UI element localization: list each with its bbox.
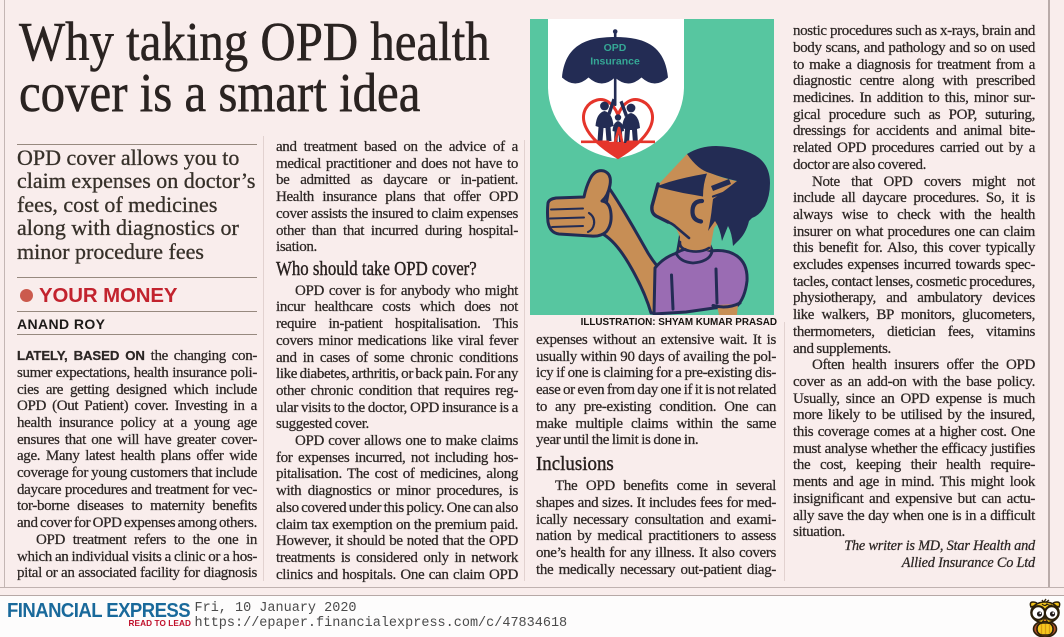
svg-text:OPD: OPD (604, 42, 627, 54)
svg-text:Insurance: Insurance (590, 56, 640, 68)
